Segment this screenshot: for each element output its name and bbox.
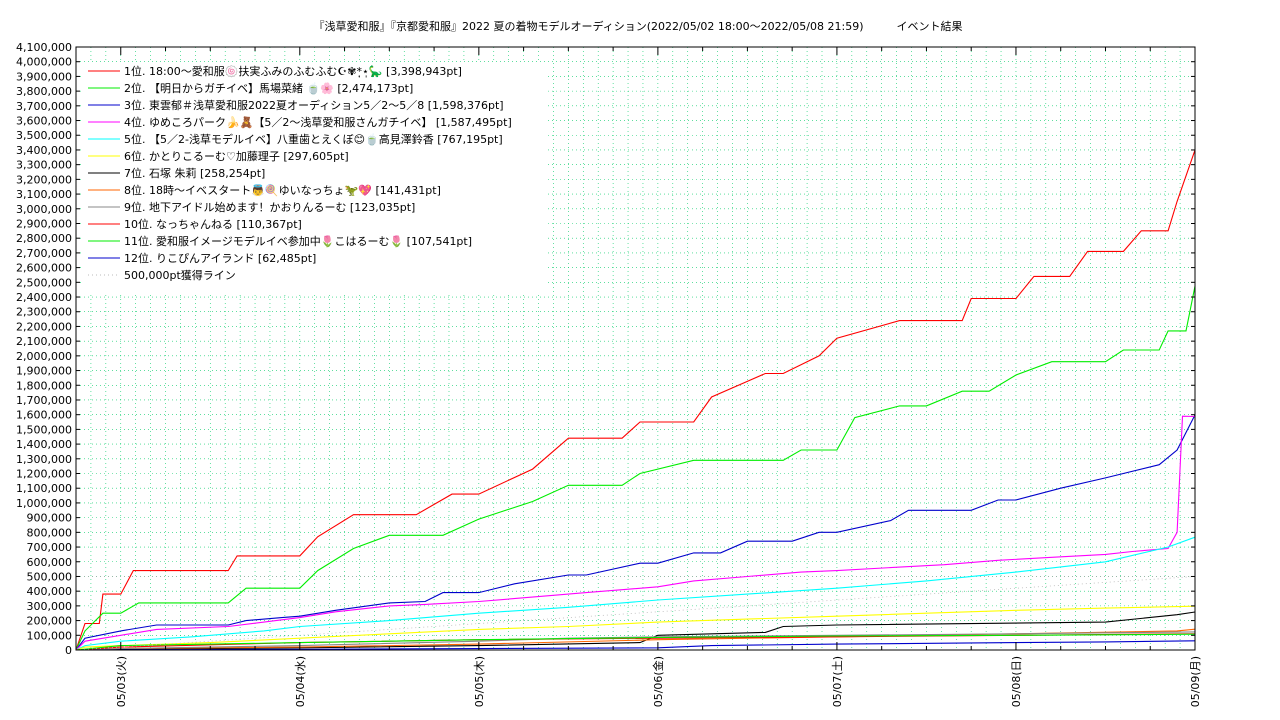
x-tick-label: 05/05(木) — [473, 656, 486, 707]
legend-label: 4位. ゆめころパーク🍌🧸【5／2～浅草愛和服さんガチイベ】 [1,587,49… — [124, 115, 512, 129]
y-tick-label: 1,200,000 — [16, 468, 72, 481]
y-tick-label: 1,300,000 — [16, 453, 72, 466]
plot-frame — [75, 46, 1196, 651]
y-tick-label: 3,200,000 — [16, 173, 72, 186]
series-line-11 — [75, 633, 1196, 651]
y-tick-label: 0 — [65, 644, 72, 657]
y-tick-label: 3,400,000 — [16, 144, 72, 157]
legend-label: 500,000pt獲得ライン — [124, 269, 236, 282]
y-tick-label: 200,000 — [27, 615, 73, 628]
y-tick-label: 1,400,000 — [16, 438, 72, 451]
y-tick-label: 700,000 — [27, 541, 73, 554]
y-tick-label: 1,900,000 — [16, 365, 72, 378]
legend-label: 3位. 東雲郁＃浅草愛和服2022夏オーディション5／2～5／8 [1,598,… — [124, 98, 504, 112]
y-tick-label: 1,000,000 — [16, 497, 72, 510]
x-tick-label: 05/09(月) — [1189, 656, 1202, 707]
y-tick-label: 4,000,000 — [16, 56, 72, 69]
y-tick-label: 3,700,000 — [16, 100, 72, 113]
series-line-3 — [75, 414, 1196, 651]
x-tick-label: 05/07(土) — [831, 656, 844, 707]
series-line-12 — [75, 640, 1196, 651]
series-layer — [75, 149, 1196, 651]
y-tick-label: 800,000 — [27, 526, 73, 539]
legend-label: 2位. 【明日からガチイベ】馬場菜緒 🍵🌸 [2,474,173pt] — [124, 81, 413, 95]
y-tick-label: 1,800,000 — [16, 379, 72, 392]
y-tick-label: 500,000 — [27, 570, 73, 583]
y-tick-label: 2,000,000 — [16, 350, 72, 363]
series-line-5 — [75, 536, 1196, 651]
y-tick-label: 2,200,000 — [16, 320, 72, 333]
legend-label: 11位. 愛和服イメージモデルイベ参加中🌷こはるーむ🌷 [107,541pt] — [124, 234, 472, 248]
legend-label: 9位. 地下アイドル始めます！かおりんるーむ [123,035pt] — [124, 200, 415, 214]
legend-label: 7位. 石塚 朱莉 [258,254pt] — [124, 166, 265, 180]
y-tick-label: 3,600,000 — [16, 115, 72, 128]
series-line-13 — [75, 576, 1196, 651]
y-tick-label: 2,300,000 — [16, 306, 72, 319]
y-tick-label: 2,900,000 — [16, 217, 72, 230]
y-tick-label: 3,500,000 — [16, 129, 72, 142]
series-line-7 — [75, 611, 1196, 651]
legend: 1位. 18:00～愛和服🍥扶実ふみのふむふむ☪✾*̣̩⋆̩🦕 [3,398,9… — [82, 62, 547, 292]
legend-label: 10位. なっちゃんねる [110,367pt] — [124, 217, 302, 231]
y-tick-label: 2,600,000 — [16, 262, 72, 275]
y-tick-label: 1,500,000 — [16, 423, 72, 436]
y-tick-label: 300,000 — [27, 600, 73, 613]
x-axis: 05/03(火) 05/04(水) 05/05(木) 05/06(金) 05/07(土)… — [75, 47, 1202, 707]
y-tick-label: 100,000 — [27, 629, 73, 642]
chart-title: 『浅草愛和服』『京都愛和服』2022 夏の着物モデルオーディション(2022/0… — [314, 19, 963, 33]
series-line-4 — [75, 415, 1196, 651]
legend-label: 6位. かとりこるーむ♡加藤理子 [297,605pt] — [124, 149, 349, 163]
series-line-2 — [75, 285, 1196, 651]
series-line-1 — [75, 149, 1196, 651]
y-tick-label: 4,100,000 — [16, 41, 72, 54]
y-tick-label: 3,800,000 — [16, 85, 72, 98]
y-tick-label: 900,000 — [27, 512, 73, 525]
y-tick-label: 3,300,000 — [16, 159, 72, 172]
x-tick-label: 05/03(火) — [115, 656, 128, 707]
y-tick-label: 1,700,000 — [16, 394, 72, 407]
y-tick-label: 2,500,000 — [16, 276, 72, 289]
x-tick-label: 05/08(日) — [1010, 656, 1023, 707]
y-tick-label: 600,000 — [27, 556, 73, 569]
y-tick-label: 1,600,000 — [16, 409, 72, 422]
legend-label: 5位. 【5／2-浅草モデルイベ】八重歯とえくぼ😊🍵高見澤鈴香 [767,195… — [124, 132, 503, 146]
y-tick-label: 400,000 — [27, 585, 73, 598]
y-tick-label: 2,400,000 — [16, 291, 72, 304]
y-tick-label: 3,000,000 — [16, 203, 72, 216]
y-tick-label: 2,800,000 — [16, 232, 72, 245]
x-tick-label: 05/06(金) — [651, 656, 665, 707]
legend-label: 1位. 18:00～愛和服🍥扶実ふみのふむふむ☪✾*̣̩⋆̩🦕 [3,398,9… — [124, 64, 462, 78]
legend-background — [82, 62, 547, 292]
y-tick-label: 1,100,000 — [16, 482, 72, 495]
y-tick-label: 3,900,000 — [16, 70, 72, 83]
legend-label: 12位. りこぴんアイランド [62,485pt] — [124, 251, 316, 265]
legend-label: 8位. 18時～イベスタート👼🍭ゆいなっちょ🦖💖 [141,431pt] — [124, 183, 441, 197]
x-tick-label: 05/04(水) — [294, 656, 307, 707]
y-tick-label: 2,100,000 — [16, 335, 72, 348]
y-tick-label: 3,100,000 — [16, 188, 72, 201]
y-tick-label: 2,700,000 — [16, 247, 72, 260]
